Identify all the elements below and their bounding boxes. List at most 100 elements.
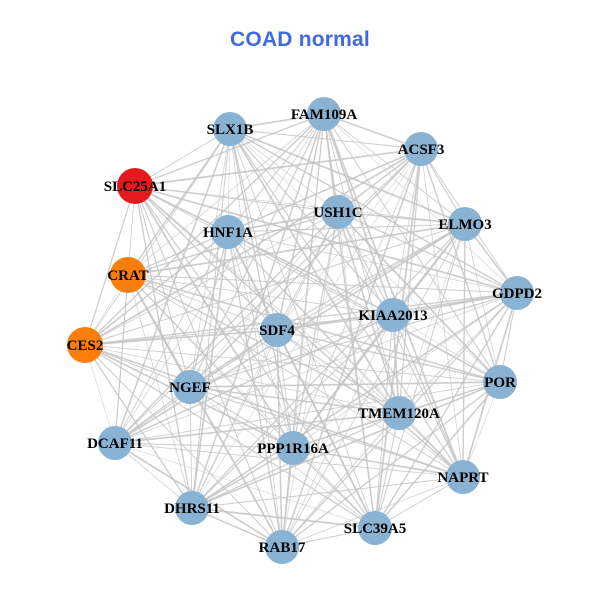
network-node-hnf1a: [211, 215, 245, 249]
network-edge: [191, 211, 339, 509]
network-edge: [229, 128, 283, 548]
network-edge: [189, 292, 518, 388]
network-node-crat: [110, 257, 146, 293]
network-edge: [84, 344, 400, 414]
node-label-gdpd2: GDPD2: [492, 286, 542, 302]
network-edge: [227, 128, 231, 233]
network-edge: [229, 128, 339, 213]
network-edge: [229, 128, 466, 225]
network-edge: [292, 292, 518, 449]
network-edge: [276, 148, 422, 331]
network-edge: [114, 442, 294, 449]
network-edge: [292, 447, 376, 529]
network-node-slc25a1: [117, 168, 153, 204]
network-edge: [189, 231, 229, 388]
network-edge: [189, 211, 339, 388]
network-edge: [392, 314, 501, 383]
network-edge: [337, 211, 501, 383]
network-edge: [276, 113, 325, 331]
network-edge: [227, 231, 464, 478]
network-edge: [292, 412, 400, 449]
node-label-tmem120a: TMEM120A: [358, 406, 440, 422]
network-edge: [114, 314, 394, 444]
network-edge: [134, 185, 278, 331]
network-node-ppp1r16a: [276, 431, 310, 465]
network-edge: [134, 128, 231, 187]
node-label-crat: CRAT: [107, 268, 148, 284]
network-edge: [337, 211, 376, 529]
network-edge: [84, 344, 283, 548]
network-edge: [84, 292, 518, 346]
figure-title: COAD normal: [230, 28, 370, 51]
network-edge: [134, 185, 193, 509]
network-node-acsf3: [404, 132, 438, 166]
network-node-dcaf11: [98, 426, 132, 460]
network-edge: [84, 185, 136, 346]
network-edge: [229, 128, 464, 478]
network-edge: [84, 113, 325, 346]
network-edge: [323, 113, 501, 383]
network-edge: [374, 412, 400, 529]
network-edge: [134, 185, 376, 529]
network-edge: [189, 386, 464, 478]
network-edge: [127, 274, 501, 383]
network-node-tmem120a: [382, 396, 416, 430]
network-node-rab17: [265, 530, 299, 564]
network-edge: [134, 185, 339, 213]
network-edge: [134, 185, 518, 294]
network-edge: [189, 386, 294, 449]
network-edge: [189, 386, 283, 548]
network-edge: [189, 128, 231, 388]
network-edge: [114, 381, 501, 444]
network-edge: [323, 113, 464, 478]
network-edge: [114, 292, 518, 444]
network-edge: [84, 344, 376, 529]
network-edge: [134, 185, 191, 388]
network-edge: [189, 386, 400, 414]
network-edge: [127, 231, 229, 276]
network-edge: [84, 223, 466, 346]
network-edge: [84, 344, 191, 388]
network-edge: [398, 292, 518, 414]
network-edge: [227, 223, 466, 233]
network-edge: [84, 329, 278, 346]
network-edge: [191, 148, 422, 509]
network-node-fam109a: [307, 97, 341, 131]
network-edge: [189, 386, 193, 509]
network-node-por: [483, 365, 517, 399]
node-label-naprt: NAPRT: [437, 470, 488, 486]
network-node-slx1b: [213, 112, 247, 146]
network-edge: [191, 507, 376, 529]
network-edge: [114, 412, 400, 444]
network-edge: [337, 211, 464, 478]
network-edge: [189, 148, 422, 388]
network-edge: [127, 274, 278, 331]
node-label-ppp1r16a: PPP1R16A: [257, 441, 329, 457]
network-edge: [229, 128, 518, 294]
network-edge: [276, 329, 464, 478]
node-label-por: POR: [484, 375, 516, 391]
network-edge: [134, 185, 466, 225]
node-label-kiaa2013: KIAA2013: [358, 308, 427, 324]
network-edge: [134, 148, 422, 187]
network-edge: [227, 231, 518, 294]
network-edge: [323, 113, 422, 150]
network-edge: [292, 314, 394, 449]
network-edge: [281, 223, 466, 548]
network-node-elmo3: [448, 207, 482, 241]
network-edge: [276, 329, 400, 414]
network-edge: [84, 128, 231, 346]
network-edge: [84, 148, 422, 346]
network-edge: [127, 274, 376, 529]
network-node-gdpd2: [500, 276, 534, 310]
node-label-dhrs11: DHRS11: [164, 501, 220, 517]
network-edge: [127, 128, 231, 276]
node-label-dcaf11: DCAF11: [87, 436, 143, 452]
network-node-sdf4: [260, 313, 294, 347]
network-edge: [134, 185, 400, 414]
network-edge: [134, 185, 464, 478]
network-edge: [114, 274, 129, 444]
network-edge: [127, 274, 400, 414]
